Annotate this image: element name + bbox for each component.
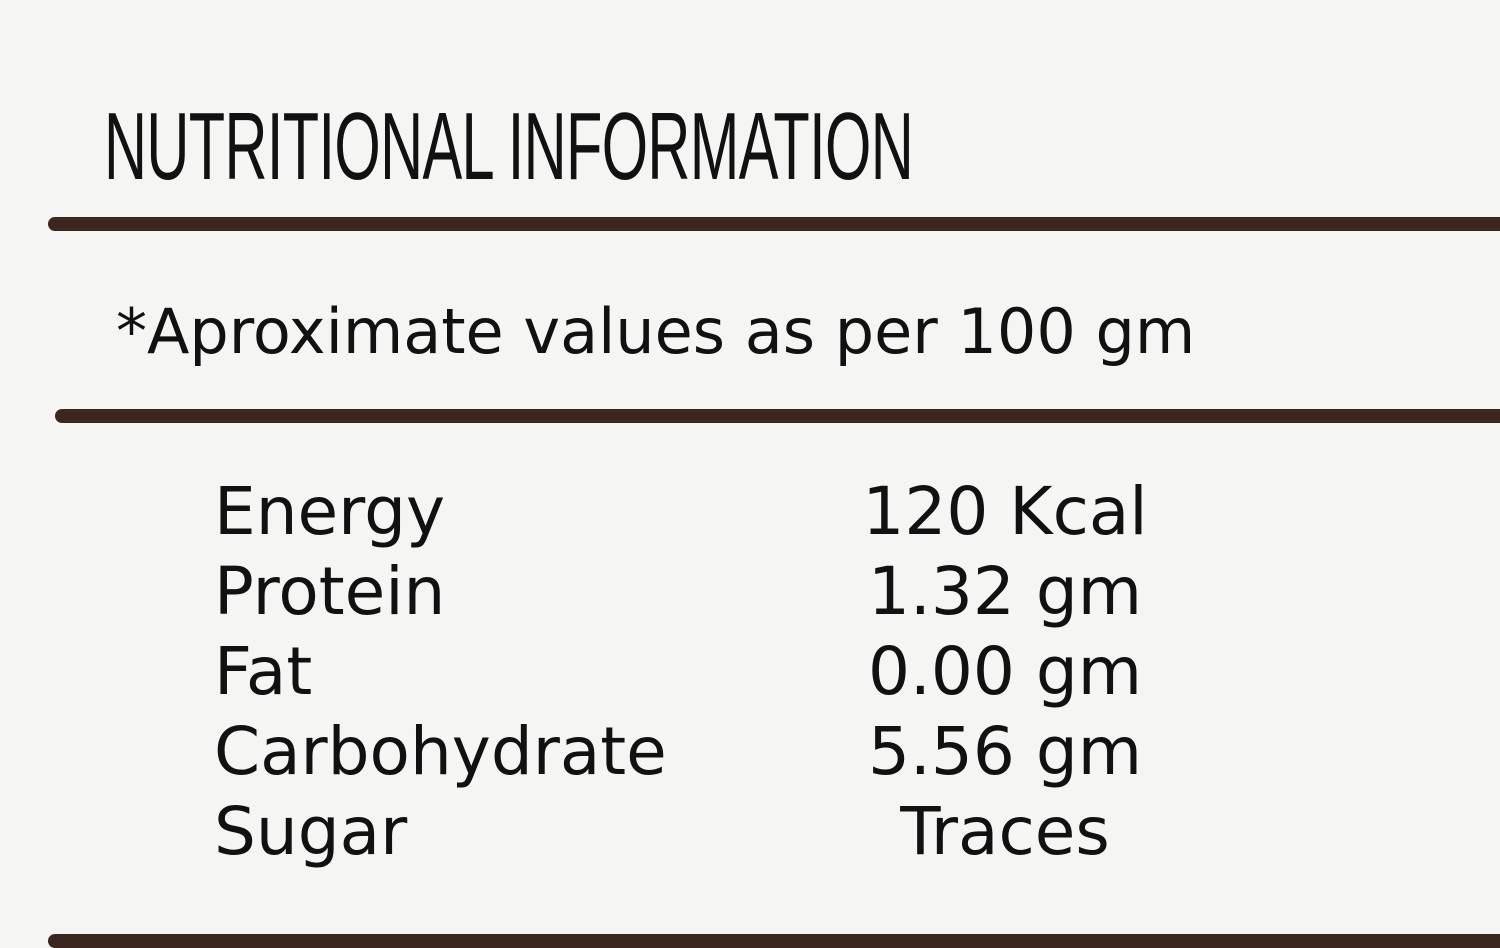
nutrient-value: 0.00 gm — [867, 633, 1143, 710]
nutrient-name: Fat — [214, 633, 313, 710]
title: NUTRITIONAL INFORMATION — [104, 93, 914, 200]
nutrient-name: Sugar — [214, 793, 408, 870]
nutrition-row: Energy 120 Kcal — [0, 472, 1500, 552]
nutrition-row: Sugar Traces — [0, 792, 1500, 872]
divider — [55, 409, 1500, 423]
nutrient-name: Protein — [214, 553, 446, 630]
nutrient-value: 5.56 gm — [867, 713, 1143, 790]
note: *Aproximate values as per 100 gm — [116, 295, 1196, 368]
divider — [48, 934, 1500, 948]
divider — [48, 217, 1500, 231]
nutrient-value: 120 Kcal — [862, 473, 1148, 550]
nutrition-row: Fat 0.00 gm — [0, 632, 1500, 712]
nutrition-row: Carbohydrate 5.56 gm — [0, 712, 1500, 792]
nutrient-value: Traces — [900, 793, 1110, 870]
nutrition-row: Protein 1.32 gm — [0, 552, 1500, 632]
nutrient-name: Energy — [214, 473, 446, 550]
nutrient-value: 1.32 gm — [867, 553, 1143, 630]
nutrient-name: Carbohydrate — [214, 713, 667, 790]
